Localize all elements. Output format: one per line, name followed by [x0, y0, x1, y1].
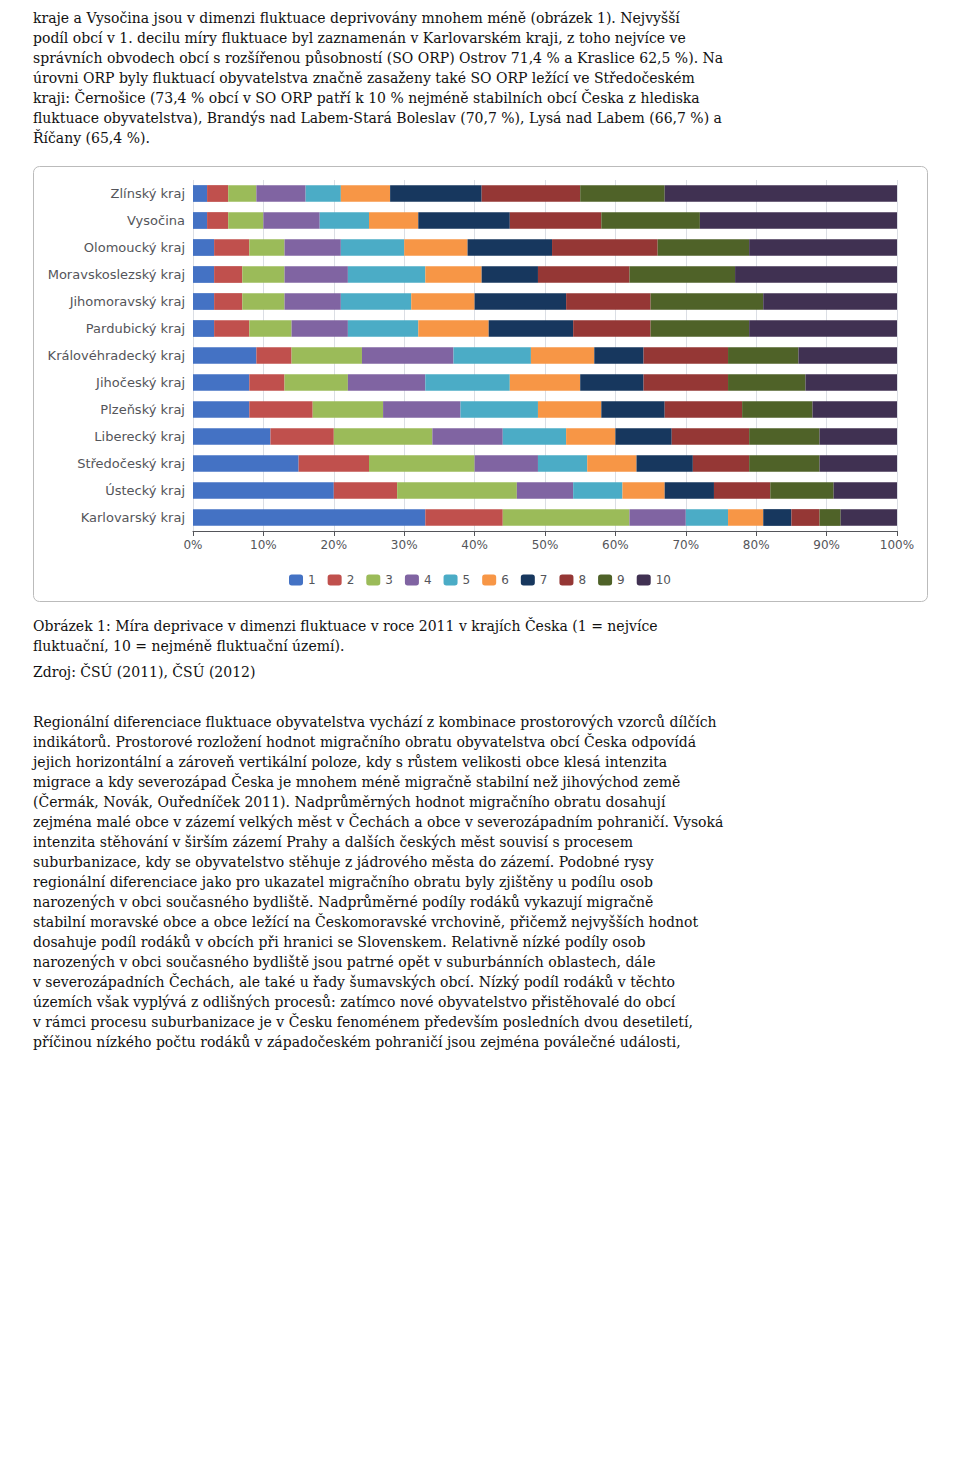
svg-text:migrace a kdy severozápad Česk: migrace a kdy severozápad Česka je mnohe… — [33, 773, 680, 790]
svg-text:Olomoucký kraj: Olomoucký kraj — [84, 240, 185, 255]
svg-text:2: 2 — [347, 573, 355, 587]
svg-text:8: 8 — [578, 573, 586, 587]
svg-text:příčinou nízkého počtu rodáků: příčinou nízkého počtu rodáků v západoče… — [33, 1034, 681, 1050]
svg-text:fluktuace obyvatelstva), Brand: fluktuace obyvatelstva), Brandýs nad Lab… — [33, 110, 722, 126]
svg-text:správních obvodech obcí s rozš: správních obvodech obcí s rozšířenou půs… — [33, 50, 723, 66]
svg-text:80%: 80% — [743, 538, 770, 552]
svg-text:narozených v obci současného b: narozených v obci současného bydliště js… — [33, 954, 655, 970]
svg-text:stabilní moravské obce a obce: stabilní moravské obce a obce ležící na … — [33, 913, 698, 930]
svg-text:50%: 50% — [532, 538, 559, 552]
svg-text:Královéhradecký kraj: Královéhradecký kraj — [48, 348, 185, 363]
svg-text:suburbanizace, kdy se obyvatel: suburbanizace, kdy se obyvatelstvo stěhu… — [33, 854, 654, 870]
svg-text:0%: 0% — [183, 538, 202, 552]
svg-text:Obrázek 1: Míra deprivace v di: Obrázek 1: Míra deprivace v dimenzi fluk… — [33, 617, 658, 634]
svg-text:Zlínský kraj: Zlínský kraj — [111, 186, 185, 201]
svg-text:v rámci procesu suburbanizace: v rámci procesu suburbanizace je v Česku… — [32, 1013, 693, 1030]
svg-text:územích však vyplývá z odlišný: územích však vyplývá z odlišných procesů… — [33, 994, 676, 1010]
svg-text:narozených v obci současného b: narozených v obci současného bydliště. N… — [33, 894, 653, 910]
svg-text:Vysočina: Vysočina — [127, 213, 185, 228]
svg-text:indikátorů. Prostorové rozlože: indikátorů. Prostorové rozložení hodnot … — [33, 733, 696, 750]
svg-text:Liberecký kraj: Liberecký kraj — [94, 429, 185, 444]
svg-text:10: 10 — [656, 573, 671, 587]
svg-text:Jihomoravský kraj: Jihomoravský kraj — [69, 294, 185, 309]
svg-text:úrovni ORP byly fluktuací obyv: úrovni ORP byly fluktuací obyvatelstva z… — [33, 70, 695, 86]
svg-text:regionální diferenciace jako p: regionální diferenciace jako pro ukazate… — [33, 874, 653, 890]
svg-text:70%: 70% — [672, 538, 699, 552]
svg-text:Ústecký kraj: Ústecký kraj — [105, 483, 185, 498]
svg-text:(Čermák, Novák, Ouředníček 201: (Čermák, Novák, Ouředníček 2011). Nadprů… — [33, 793, 666, 810]
svg-text:Regionální diferenciace fluktu: Regionální diferenciace fluktuace obyvat… — [33, 714, 717, 730]
svg-text:3: 3 — [385, 573, 393, 587]
svg-text:100%: 100% — [880, 538, 914, 552]
svg-text:Plzeňský kraj: Plzeňský kraj — [100, 402, 185, 417]
svg-text:zejména malé obce v zázemí vel: zejména malé obce v zázemí velkých měst … — [33, 813, 723, 830]
svg-text:Moravskoslezský kraj: Moravskoslezský kraj — [48, 267, 185, 282]
svg-text:v severozápadních Čechách, ale: v severozápadních Čechách, ale také u řa… — [32, 973, 675, 990]
svg-text:Říčany (65,4 %).: Říčany (65,4 %). — [33, 129, 150, 146]
svg-text:30%: 30% — [391, 538, 418, 552]
svg-text:90%: 90% — [813, 538, 840, 552]
svg-text:jejich horizontální a zároveň: jejich horizontální a zároveň vertikální… — [31, 754, 667, 770]
svg-text:4: 4 — [424, 573, 432, 587]
svg-text:Zdroj: ČSÚ (2011), ČSÚ (2012): Zdroj: ČSÚ (2011), ČSÚ (2012) — [33, 663, 255, 680]
svg-text:fluktuační, 10 = nejméně flukt: fluktuační, 10 = nejméně fluktuační územ… — [33, 638, 344, 654]
svg-text:6: 6 — [501, 573, 509, 587]
svg-text:9: 9 — [617, 573, 625, 587]
svg-text:Jihočeský kraj: Jihočeský kraj — [95, 375, 185, 390]
svg-text:Středočeský kraj: Středočeský kraj — [77, 456, 185, 471]
svg-text:1: 1 — [308, 573, 316, 587]
svg-text:20%: 20% — [320, 538, 347, 552]
svg-text:dosahuje podíl rodáků v obcích: dosahuje podíl rodáků v obcích při hrani… — [33, 934, 645, 950]
svg-text:Karlovarský kraj: Karlovarský kraj — [81, 510, 185, 525]
svg-text:7: 7 — [540, 573, 548, 587]
svg-text:intenzita stěhování v širším z: intenzita stěhování v širším zázemí Prah… — [33, 834, 633, 850]
svg-text:podíl obcí v 1. decilu míry fl: podíl obcí v 1. decilu míry fluktuace by… — [33, 30, 686, 46]
svg-text:kraji: Černošice (73,4 % obcí: kraji: Černošice (73,4 % obcí v SO ORP p… — [33, 89, 700, 106]
svg-text:40%: 40% — [461, 538, 488, 552]
svg-text:10%: 10% — [250, 538, 277, 552]
svg-text:60%: 60% — [602, 538, 629, 552]
svg-text:Pardubický kraj: Pardubický kraj — [86, 321, 185, 336]
svg-text:kraje a Vysočina jsou v dimenz: kraje a Vysočina jsou v dimenzi fluktuac… — [33, 10, 680, 26]
svg-text:5: 5 — [463, 573, 471, 587]
